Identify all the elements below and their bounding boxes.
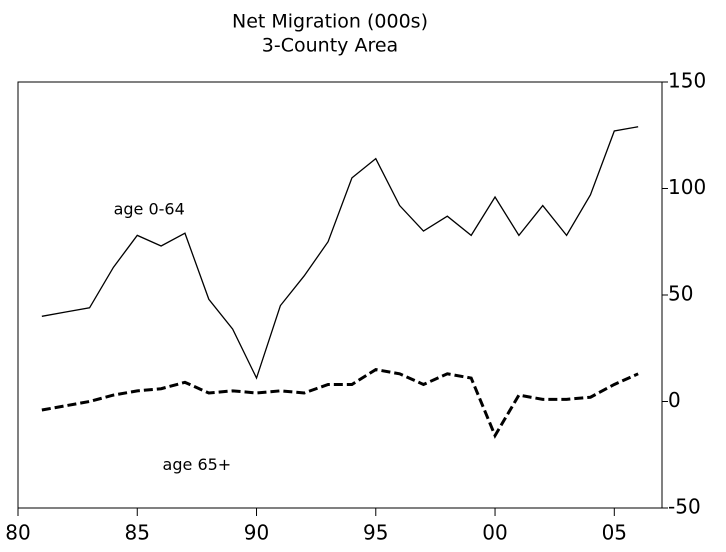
series-line [41,126,639,380]
plot-frame [17,81,663,509]
y-tick-label: 150 [668,69,706,93]
y-tick-label: -50 [668,495,701,519]
series-label: age 65+ [163,455,232,474]
y-tick-label: 50 [668,282,693,306]
x-tick-label: 90 [244,521,269,545]
y-tick-label: 0 [668,388,681,412]
series-line [41,367,639,439]
series-label: age 0-64 [114,199,185,218]
x-tick-label: 05 [602,521,627,545]
x-tick-label: 85 [125,521,150,545]
y-tick-label: 100 [668,175,706,199]
x-tick-label: 95 [363,521,388,545]
chart-title: Net Migration (000s) [232,11,428,33]
x-tick-label: 00 [482,521,507,545]
x-tick-label: 80 [5,521,30,545]
chart-subtitle: 3-County Area [262,35,398,57]
